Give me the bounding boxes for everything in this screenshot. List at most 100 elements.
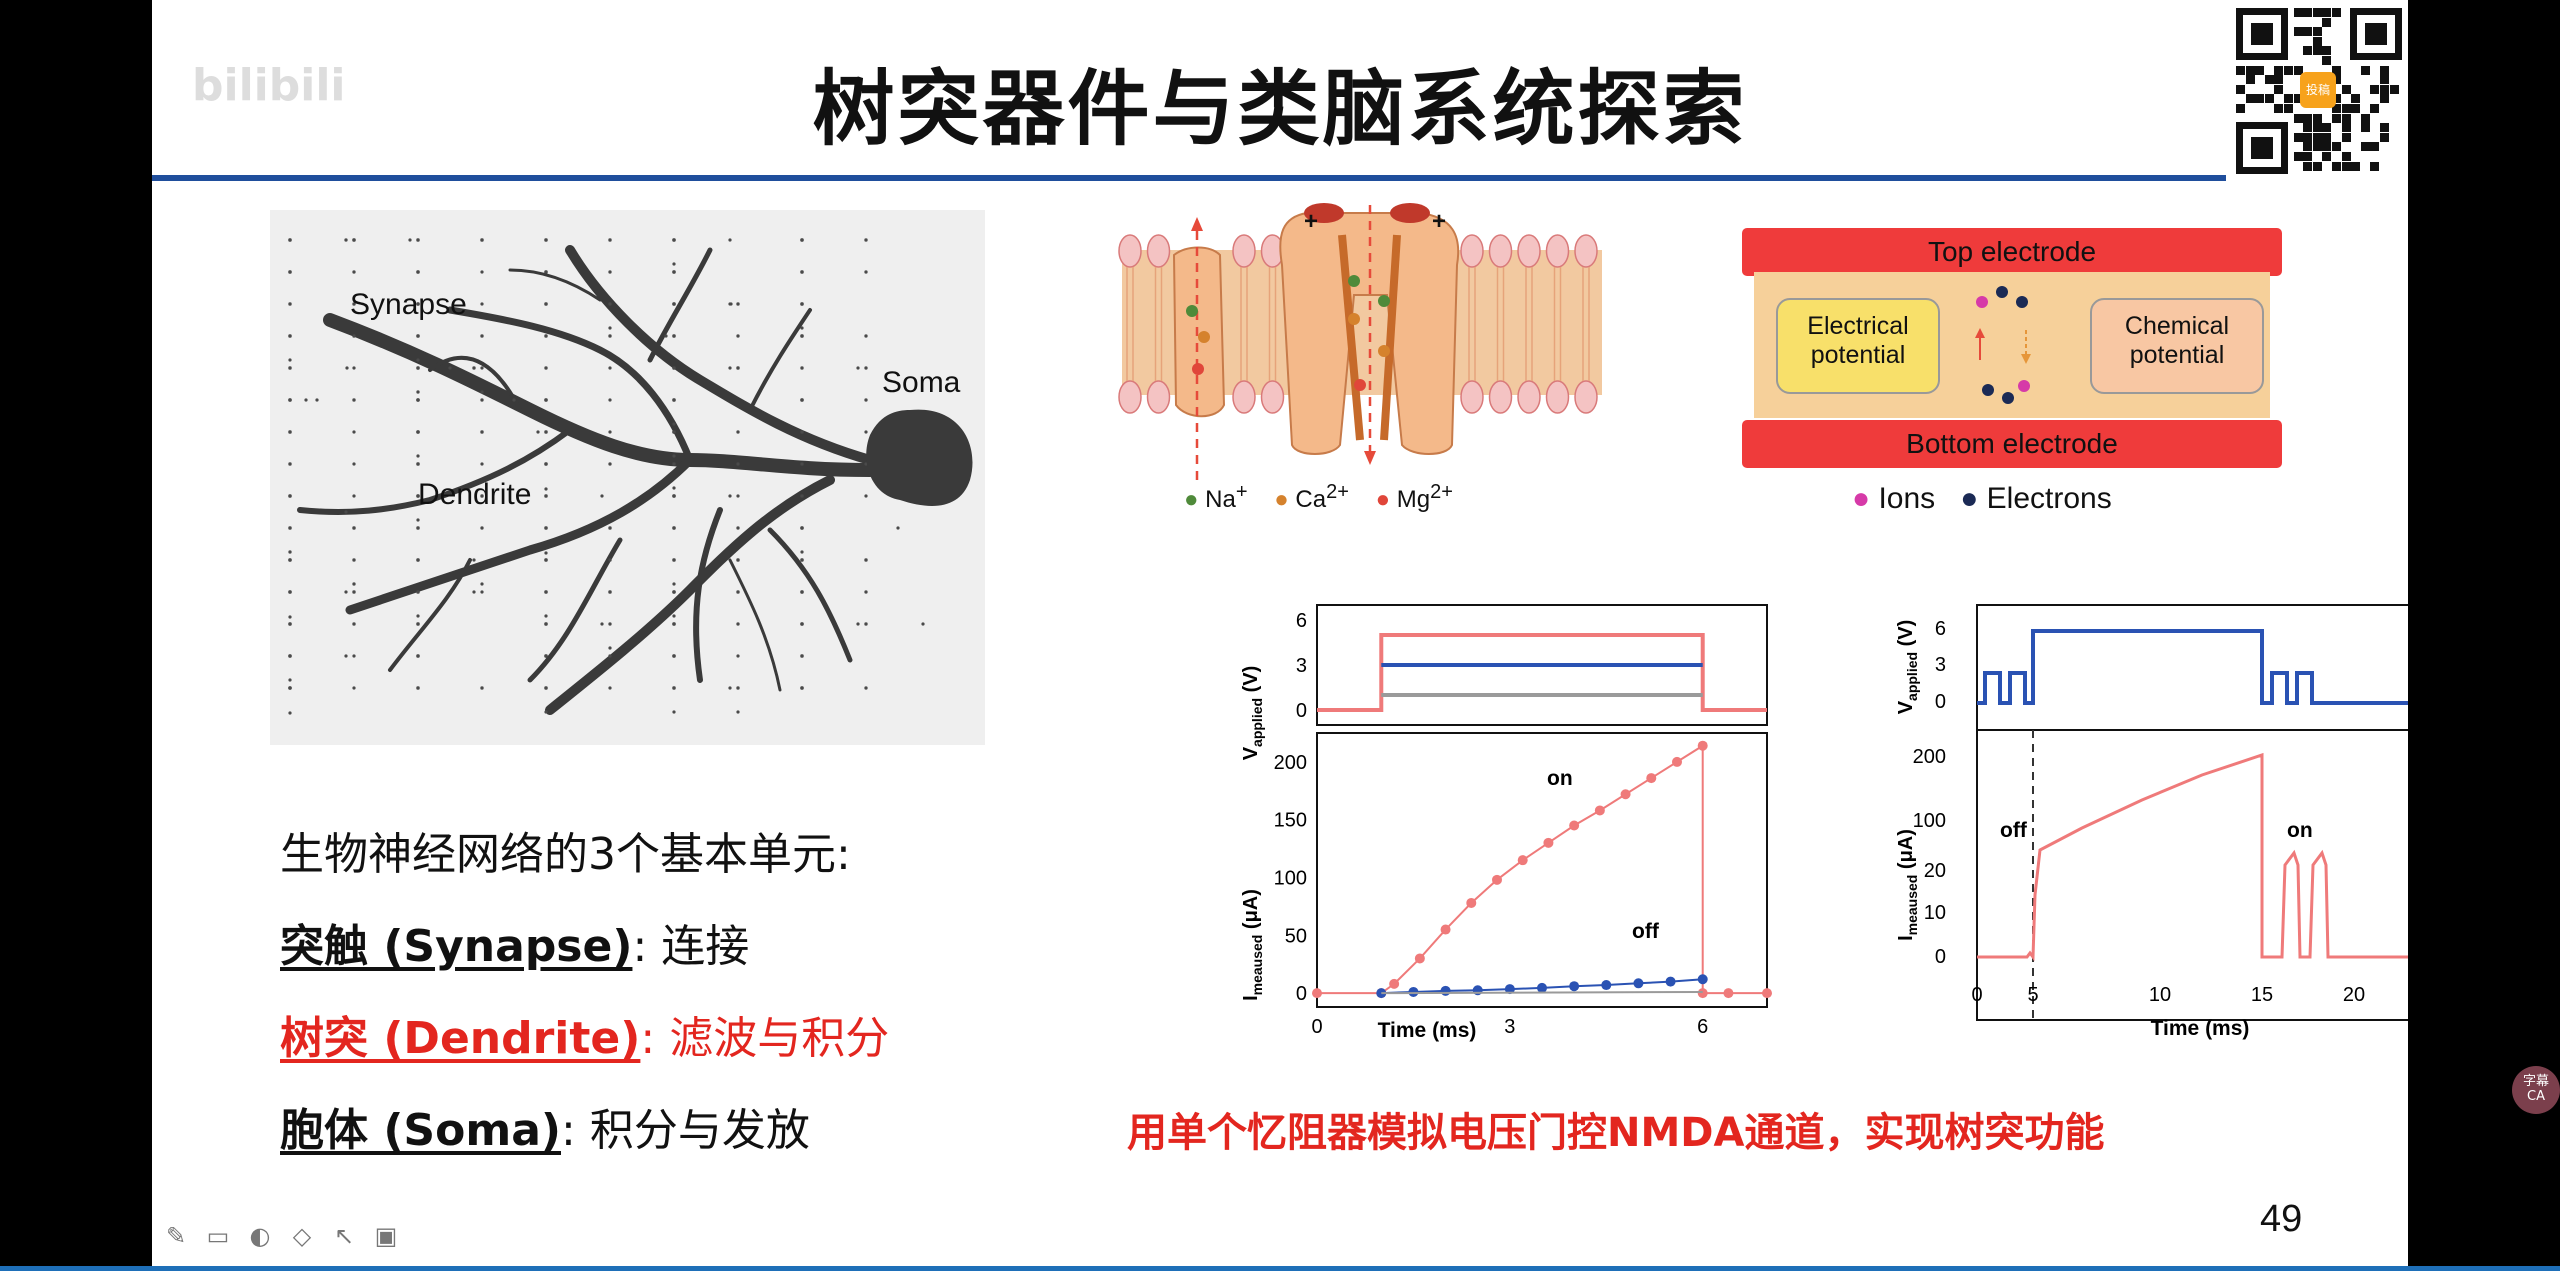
- ca-ion: [1198, 331, 1210, 343]
- synapse-dot: [544, 430, 548, 434]
- synapse-dot: [304, 398, 308, 402]
- progress-strip: [0, 1266, 2560, 1271]
- synapse-dot: [416, 270, 420, 274]
- synapse-dot: [608, 590, 612, 594]
- synapse-dot: [800, 654, 804, 658]
- synapse-dot: [288, 711, 292, 715]
- soma-shape: [866, 409, 973, 506]
- synapse-dot: [416, 654, 420, 658]
- synapse-dot: [480, 334, 484, 338]
- synapse-dot: [352, 526, 356, 530]
- synapse-dot: [608, 558, 612, 562]
- off-annotation: off: [2000, 819, 2028, 842]
- voltage-axis-label: Vapplied (V): [1240, 666, 1265, 761]
- synapse-dot: [736, 654, 740, 658]
- soma-desc: 积分与发放: [589, 1105, 810, 1156]
- synapse-dot: [288, 590, 292, 594]
- synapse-dot: [864, 238, 868, 242]
- synapse-dot: [608, 526, 612, 530]
- y-tick: 6: [1935, 618, 1946, 640]
- synapse-dot: [480, 526, 484, 530]
- y-tick: 0: [1935, 946, 1946, 968]
- y-tick: 100: [1913, 810, 1946, 832]
- synapse-dot: [800, 238, 804, 242]
- synapse-dot: [344, 238, 348, 242]
- eraser-icon[interactable]: ◇: [292, 1222, 312, 1250]
- y-tick: 3: [1935, 654, 1946, 676]
- qr-eye-icon: [2236, 8, 2288, 60]
- synapse-dot: [288, 238, 292, 242]
- subtitle-badge[interactable]: 字幕 CA: [2512, 1066, 2560, 1114]
- lipid-head: [1118, 380, 1142, 414]
- synapse-dot: [736, 462, 740, 466]
- synapse-dot: [315, 398, 319, 402]
- synapse-dot: [345, 366, 349, 370]
- data-point: [1440, 985, 1451, 996]
- synapse-dot: [288, 358, 292, 362]
- ion-channel-drawing: + +: [1118, 203, 1602, 480]
- synapse-dot: [344, 510, 348, 514]
- window-icon[interactable]: ▭: [206, 1222, 230, 1250]
- synapse-dot: [864, 462, 868, 466]
- lipid-head: [1574, 234, 1598, 268]
- na-ion: [1348, 275, 1360, 287]
- y-tick: 100: [1274, 868, 1307, 890]
- pen-icon[interactable]: ✎: [165, 1222, 187, 1250]
- synapse-dot: [472, 590, 476, 594]
- pointer-icon[interactable]: ↖: [333, 1222, 355, 1250]
- on-annotation: on: [2287, 819, 2313, 842]
- dendrite-branch: [693, 507, 723, 683]
- synapse-dot: [736, 526, 740, 530]
- dendrite-branch: [767, 527, 853, 663]
- channel-wall: [1380, 234, 1401, 441]
- dendrite-branch: [345, 455, 695, 615]
- mg-ion: [1192, 363, 1204, 375]
- synapse-term: 突触 (Synapse): [280, 921, 633, 972]
- synapse-dot: [544, 686, 548, 690]
- synapse-dot: [672, 614, 676, 618]
- synapse-dot: [800, 622, 804, 626]
- synapse-dot: [408, 238, 412, 242]
- synapse-dot: [480, 302, 484, 306]
- synapse-dot: [736, 558, 740, 562]
- synapse-dot: [672, 366, 676, 370]
- data-point: [1376, 988, 1387, 999]
- x-tick: 10: [2149, 984, 2171, 1006]
- synapse-dot: [416, 518, 420, 522]
- synapse-dot: [729, 302, 733, 306]
- data-point: [1517, 855, 1528, 866]
- synapse-dot: [352, 622, 356, 626]
- synapse-dot: [416, 358, 420, 362]
- synapse-dot: [544, 462, 548, 466]
- synapse-dot: [608, 462, 612, 466]
- synapse-dot: [288, 654, 292, 658]
- dendrite-branch: [748, 308, 812, 412]
- data-point: [1633, 978, 1644, 989]
- lipid-head: [1460, 234, 1484, 268]
- synapse-label: Synapse: [350, 288, 467, 321]
- synapse-dot: [728, 494, 732, 498]
- synapse-dot: [672, 486, 676, 490]
- synapse-dot: [736, 302, 740, 306]
- synapse-dot: [544, 551, 548, 555]
- lipid-head: [1545, 380, 1570, 414]
- synapse-dot: [856, 622, 860, 626]
- qr-code[interactable]: 投稿: [2232, 4, 2402, 174]
- synapse-dot: [608, 686, 612, 690]
- data-point: [1492, 874, 1502, 885]
- synapse-dot: [480, 582, 484, 586]
- data-point: [1408, 986, 1419, 997]
- synapse-dot: [448, 366, 452, 370]
- palette-icon[interactable]: ◐: [249, 1222, 271, 1250]
- current-series: [1977, 752, 2408, 962]
- soma-term: 胞体 (Soma): [280, 1105, 561, 1156]
- dendrite-branch: [545, 475, 835, 715]
- image-icon[interactable]: ▣: [374, 1222, 398, 1250]
- data-point: [1414, 953, 1425, 964]
- synapse-dot: [416, 334, 420, 338]
- synapse-dot: [800, 558, 804, 562]
- lipid-head: [1232, 234, 1256, 268]
- dendrite-branch: [647, 247, 713, 363]
- synapse-dot: [544, 398, 548, 402]
- synapse-dot: [672, 710, 676, 714]
